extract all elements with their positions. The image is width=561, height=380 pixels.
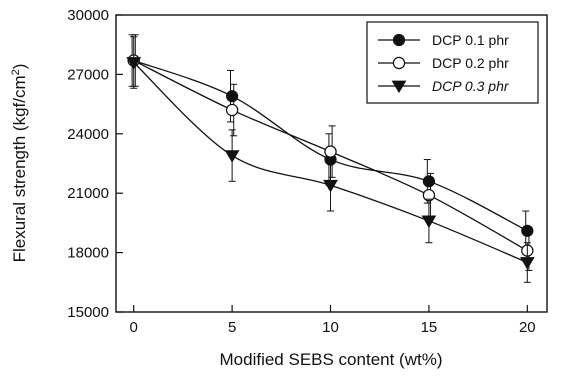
y-axis-label-base: Flexural strength (kgf/cm: [10, 75, 29, 262]
data-point: [422, 175, 436, 188]
legend-marker: [392, 56, 406, 70]
data-point: [224, 150, 240, 163]
data-point: [421, 215, 437, 229]
x-tick-label: 20: [519, 319, 536, 336]
data-point: [226, 90, 239, 103]
legend: DCP 0.1 phr DCP 0.2 phr DCP 0.3 phr: [366, 21, 539, 104]
y-tick-label: 18000: [67, 245, 109, 262]
plot-area: [115, 14, 548, 313]
legend-label: DCP 0.2 phr: [432, 55, 509, 71]
legend-label: DCP 0.1 phr: [432, 32, 509, 48]
data-point: [323, 179, 338, 193]
data-point: [519, 257, 535, 270]
x-axis-label: Modified SEBS content (wt%): [220, 350, 443, 369]
axes-frame: [115, 14, 548, 313]
legend-marker: [391, 80, 407, 94]
y-tick-label: 27000: [67, 66, 109, 83]
y-tick-label: 21000: [67, 185, 109, 202]
y-axis-label: Flexural strength (kgf/cm2): [10, 64, 29, 263]
legend-marker: [392, 33, 406, 47]
legend-label: DCP 0.3 phr: [432, 78, 510, 94]
y-tick-label: 30000: [67, 7, 109, 24]
y-tick-label: 15000: [67, 304, 109, 321]
x-tick-label: 10: [322, 319, 339, 336]
x-tick-label: 0: [130, 319, 138, 336]
x-tick-label: 15: [421, 319, 438, 336]
data-point: [225, 103, 239, 117]
data-point: [324, 145, 337, 158]
y-tick-label: 24000: [67, 126, 109, 143]
y-axis-label-superscript: 2: [10, 69, 22, 75]
y-axis-label-close: ): [10, 64, 29, 70]
data-point: [126, 57, 142, 70]
series-3: [126, 36, 535, 283]
x-tick-label: 5: [228, 319, 236, 336]
y-axis: 15000 18000 21000 24000 27000 30000: [67, 7, 123, 321]
series-layer: [126, 34, 535, 283]
x-axis: 0 5 10 15 20: [130, 305, 536, 336]
